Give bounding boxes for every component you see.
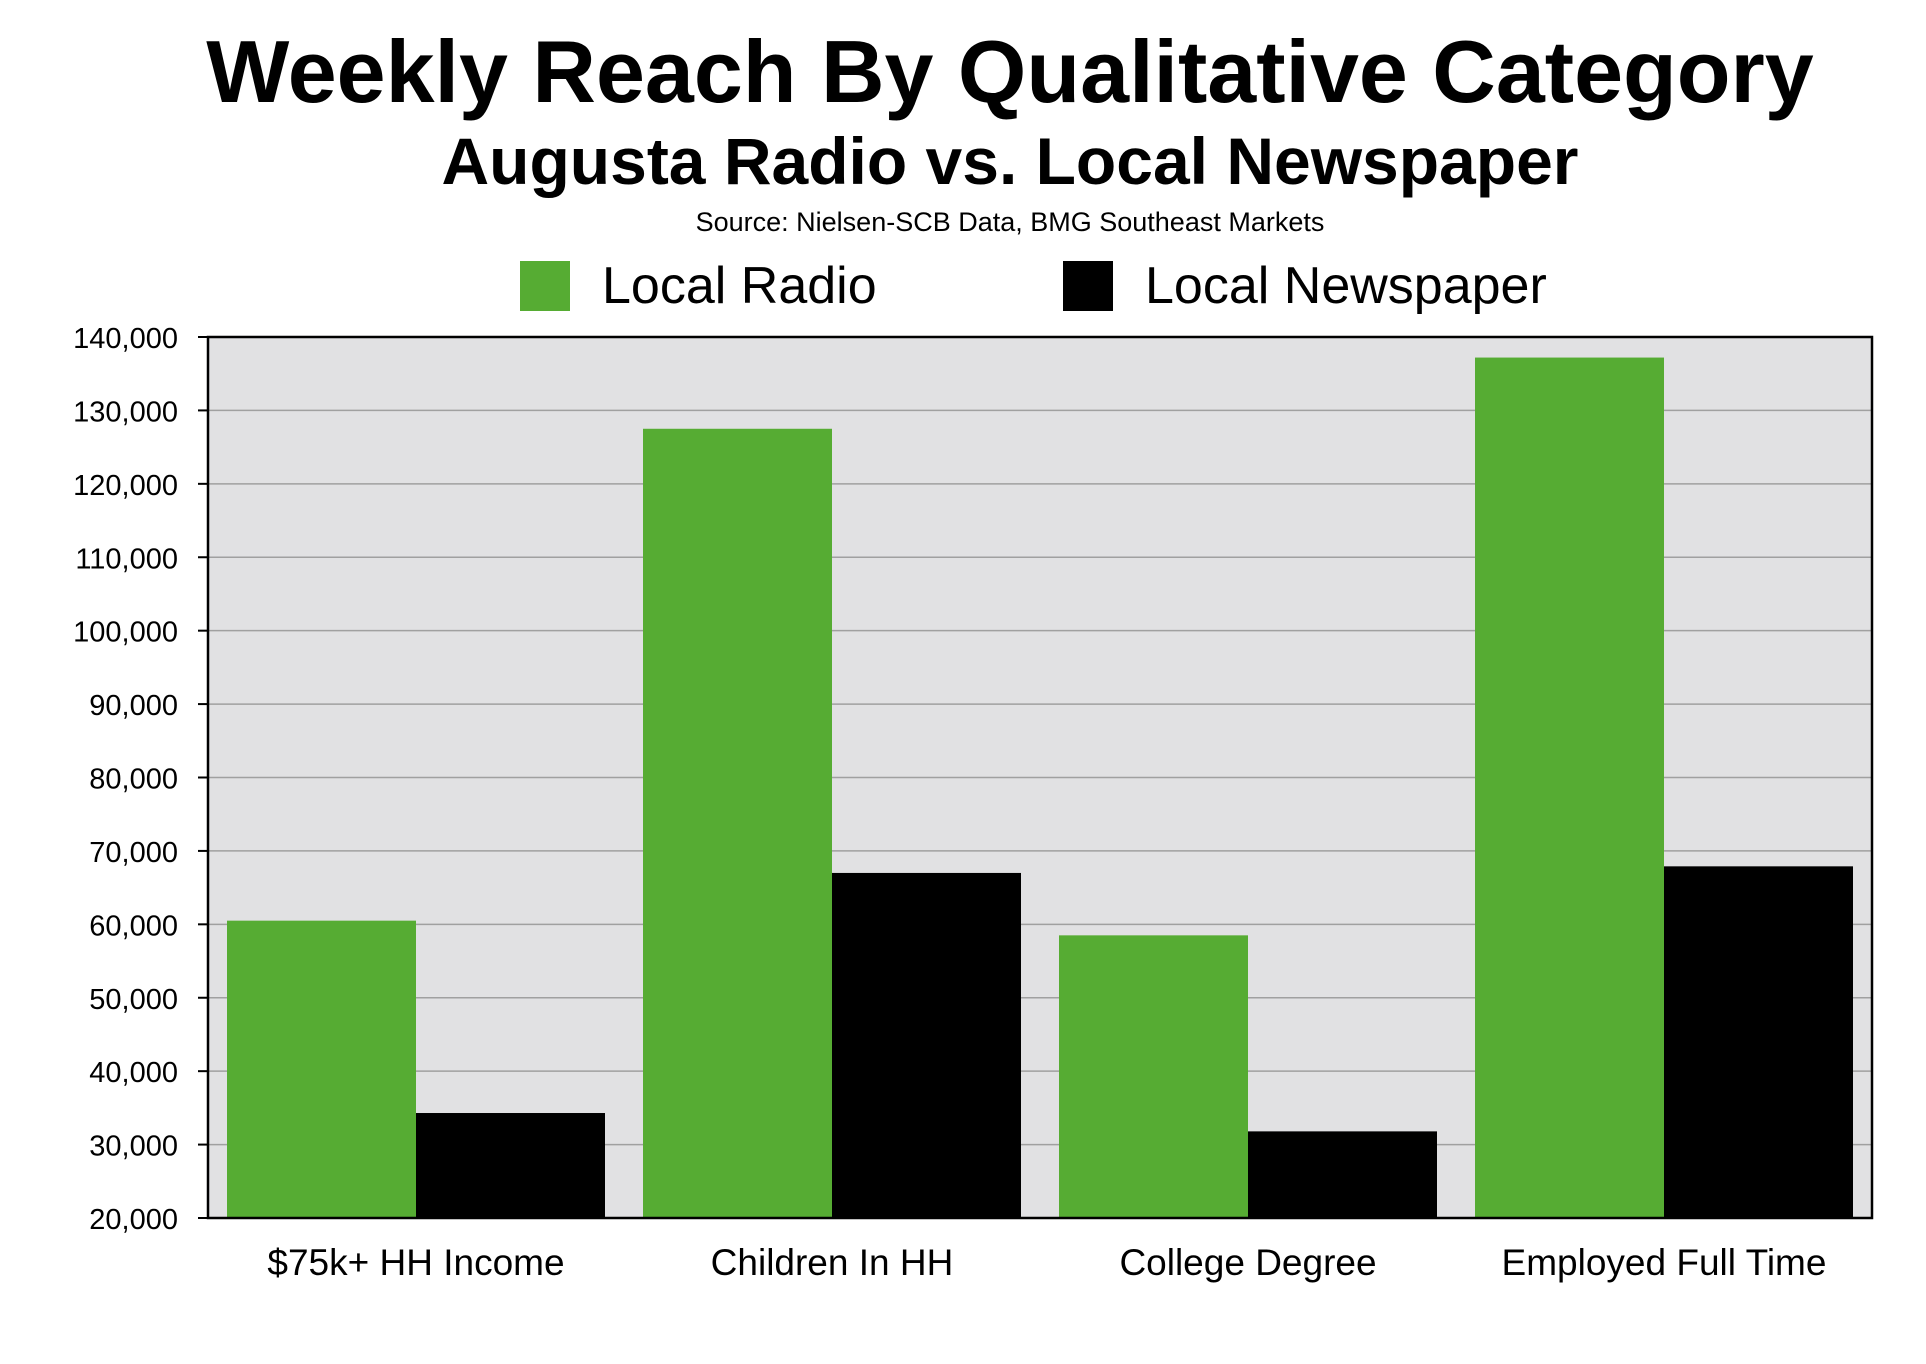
chart-subtitle: Augusta Radio vs. Local Newspaper xyxy=(441,124,1579,198)
x-tick-label: $75k+ HH Income xyxy=(267,1242,564,1283)
bar-local-radio xyxy=(643,428,832,1218)
bar-local-newspaper xyxy=(832,872,1021,1218)
y-tick-label: 30,000 xyxy=(89,1131,178,1163)
x-tick-label: Children In HH xyxy=(711,1242,954,1283)
bar-local-newspaper xyxy=(1248,1131,1437,1218)
y-tick-label: 60,000 xyxy=(89,910,178,942)
y-tick-label: 110,000 xyxy=(75,543,178,575)
bar-local-newspaper xyxy=(1664,866,1853,1218)
y-tick-label: 120,000 xyxy=(73,470,178,502)
y-tick-label: 100,000 xyxy=(73,617,178,649)
bar-local-newspaper xyxy=(416,1113,605,1218)
y-tick-label: 70,000 xyxy=(89,837,178,869)
y-tick-label: 80,000 xyxy=(89,764,178,796)
chart-source-note: Source: Nielsen-SCB Data, BMG Southeast … xyxy=(695,207,1325,237)
chart-title: Weekly Reach By Qualitative Category xyxy=(206,22,1814,121)
y-tick-label: 130,000 xyxy=(73,396,178,428)
y-tick-label: 50,000 xyxy=(89,984,178,1016)
legend-swatch-local-newspaper xyxy=(1063,261,1113,311)
y-tick-label: 40,000 xyxy=(89,1057,178,1089)
y-tick-label: 20,000 xyxy=(89,1204,178,1236)
y-tick-label: 140,000 xyxy=(73,323,178,355)
x-tick-label: College Degree xyxy=(1119,1242,1376,1283)
x-tick-label: Employed Full Time xyxy=(1502,1242,1827,1283)
legend-label-local-newspaper: Local Newspaper xyxy=(1145,257,1547,315)
legend-swatch-local-radio xyxy=(520,261,570,311)
y-tick-label: 90,000 xyxy=(89,690,178,722)
bar-local-radio xyxy=(1475,357,1664,1219)
legend-label-local-radio: Local Radio xyxy=(602,257,877,315)
legend-item-local-newspaper: Local Newspaper xyxy=(1063,256,1547,316)
legend-item-local-radio: Local Radio xyxy=(520,256,877,316)
bar-local-radio xyxy=(1059,935,1248,1218)
bar-local-radio xyxy=(227,920,416,1218)
